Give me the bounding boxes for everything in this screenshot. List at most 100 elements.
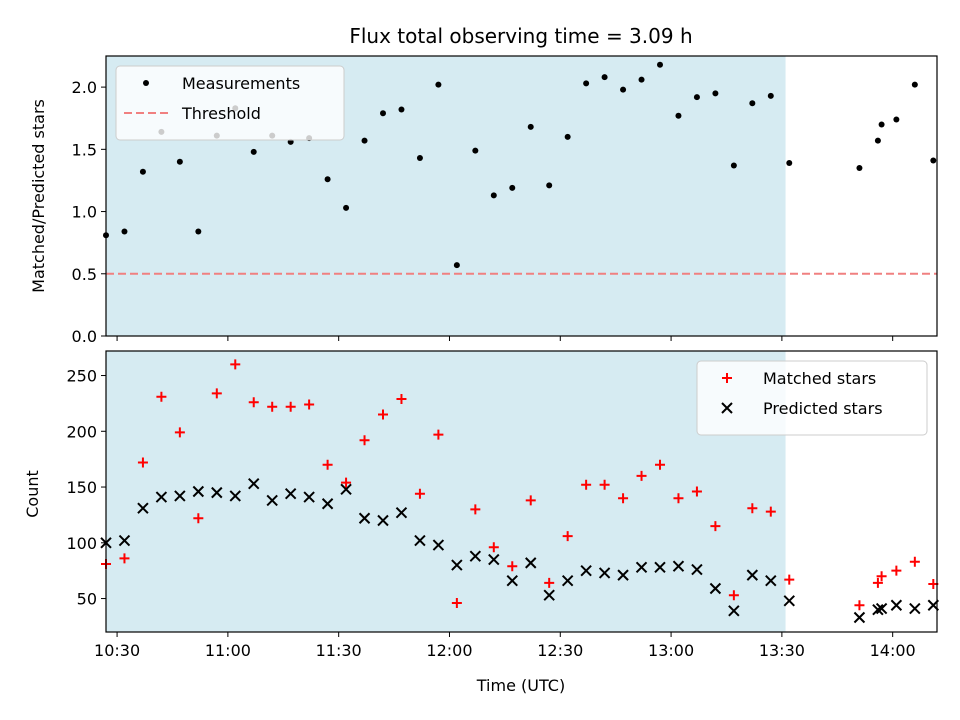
top-y-axis-label: Matched/Predicted stars — [29, 99, 48, 293]
data-point — [377, 514, 389, 527]
data-point — [673, 493, 684, 504]
data-point — [784, 574, 795, 585]
data-point — [620, 86, 627, 93]
legend-marker — [143, 80, 149, 86]
data-point — [195, 228, 202, 235]
x-tick-label: 13:30 — [759, 641, 805, 660]
data-point — [506, 574, 518, 587]
data-point — [358, 512, 371, 524]
x-tick-label: 14:00 — [870, 641, 916, 660]
data-point — [250, 148, 257, 155]
data-point — [710, 521, 721, 532]
data-point — [783, 595, 795, 607]
data-point — [693, 94, 700, 101]
plot-layer: 0.0 0.5 1.0 1.5 2.0 Measurements Threshold 50 10… — [66, 55, 940, 660]
data-point — [248, 477, 260, 490]
data-point — [874, 137, 881, 144]
data-point — [433, 429, 444, 440]
data-point — [361, 137, 368, 144]
series-matched-stars — [101, 359, 939, 611]
legend-label: Matched stars — [763, 369, 876, 388]
data-point — [469, 550, 482, 562]
data-point — [691, 486, 702, 497]
data-point — [853, 611, 866, 624]
data-point — [930, 157, 937, 164]
data-point — [174, 490, 186, 502]
data-point — [121, 228, 128, 235]
data-point — [525, 557, 537, 569]
x-axis-label: Time (UTC) — [476, 676, 565, 695]
data-point — [564, 133, 571, 140]
data-point — [562, 531, 573, 542]
data-point — [395, 506, 408, 519]
data-point — [654, 561, 666, 574]
observing-span-shade — [106, 351, 786, 632]
data-point — [672, 560, 685, 572]
legend-marker — [722, 373, 732, 383]
y-tick-label: 1.0 — [72, 203, 97, 222]
data-point — [617, 569, 629, 581]
data-point — [378, 409, 388, 420]
data-point — [709, 582, 722, 595]
y-tick-label: 250 — [66, 367, 97, 386]
y-tick-label: 100 — [66, 534, 97, 553]
axes-frame — [105, 350, 938, 633]
x-tick-label: 10:30 — [94, 641, 140, 660]
y-tick-label: 0.5 — [72, 265, 97, 284]
data-point — [635, 561, 648, 574]
data-point — [878, 121, 885, 128]
data-point — [155, 491, 168, 503]
data-point — [675, 112, 682, 119]
axes-frame — [105, 55, 938, 337]
data-point — [398, 106, 405, 113]
data-point — [230, 359, 241, 370]
data-point — [211, 388, 222, 399]
data-point — [909, 602, 921, 615]
data-point — [192, 485, 205, 498]
data-point — [543, 589, 555, 601]
data-point — [546, 182, 553, 189]
data-point — [786, 160, 793, 167]
legend-box — [696, 360, 928, 436]
series-predicted-stars — [100, 477, 940, 624]
chart-title: Flux total observing time = 3.09 h — [349, 24, 692, 48]
legend-label: Predicted stars — [763, 399, 883, 418]
data-point — [909, 556, 920, 567]
y-tick-label: 2.0 — [72, 78, 97, 97]
data-point — [176, 158, 183, 165]
data-point — [507, 561, 518, 572]
data-point — [324, 176, 331, 183]
data-point — [322, 459, 333, 470]
data-point — [432, 539, 445, 551]
data-point — [872, 603, 884, 616]
data-point — [636, 470, 647, 481]
legend-label: Threshold — [181, 104, 261, 123]
data-point — [266, 494, 278, 507]
x-tick-label: 11:30 — [316, 641, 362, 660]
x-tick-label: 12:00 — [426, 641, 472, 660]
data-point — [581, 479, 592, 490]
data-point — [414, 534, 426, 547]
data-point — [416, 155, 423, 162]
data-point — [451, 559, 463, 571]
data-point — [341, 477, 352, 488]
data-point — [580, 564, 592, 577]
data-point — [137, 502, 149, 514]
legend-marker — [721, 402, 733, 414]
data-point — [304, 399, 315, 410]
data-point — [544, 577, 555, 588]
data-point — [396, 393, 407, 404]
data-point — [525, 495, 536, 506]
data-point — [284, 488, 297, 500]
data-point — [488, 542, 499, 553]
data-point — [285, 401, 296, 412]
data-point — [343, 204, 350, 211]
data-point — [137, 457, 148, 468]
data-point — [509, 184, 516, 191]
legend-box — [115, 65, 345, 141]
data-point — [118, 534, 131, 547]
data-point — [193, 513, 204, 524]
data-point — [267, 401, 278, 412]
data-point — [767, 92, 774, 99]
data-point — [601, 74, 608, 81]
